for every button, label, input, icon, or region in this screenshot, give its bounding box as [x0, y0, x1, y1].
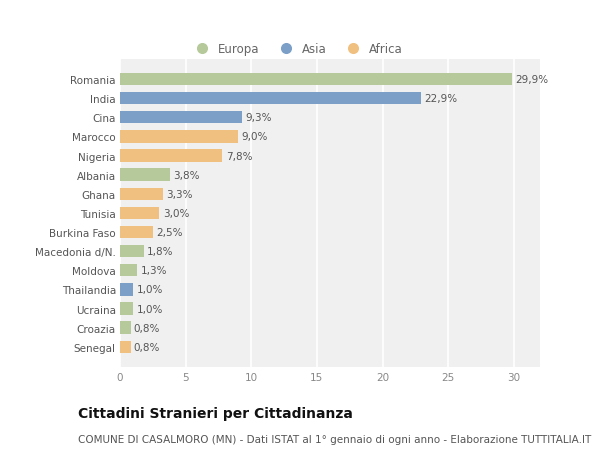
- Text: Cittadini Stranieri per Cittadinanza: Cittadini Stranieri per Cittadinanza: [78, 406, 353, 420]
- Bar: [120, 169, 170, 181]
- Bar: [120, 150, 223, 162]
- Text: 0,8%: 0,8%: [134, 323, 160, 333]
- Text: 7,8%: 7,8%: [226, 151, 252, 161]
- Text: 22,9%: 22,9%: [424, 94, 457, 104]
- Legend: Europa, Asia, Africa: Europa, Asia, Africa: [185, 38, 408, 60]
- Bar: [120, 302, 133, 315]
- Text: 1,0%: 1,0%: [136, 304, 163, 314]
- Text: 0,8%: 0,8%: [134, 342, 160, 352]
- Text: 3,8%: 3,8%: [173, 170, 200, 180]
- Text: 3,3%: 3,3%: [167, 190, 193, 199]
- Bar: [120, 93, 421, 105]
- Bar: [120, 73, 512, 86]
- Bar: [120, 112, 242, 124]
- Bar: [120, 188, 163, 201]
- Bar: [120, 246, 143, 258]
- Bar: [120, 131, 238, 143]
- Text: 9,3%: 9,3%: [245, 113, 272, 123]
- Bar: [120, 264, 137, 277]
- Bar: [120, 284, 133, 296]
- Text: 3,0%: 3,0%: [163, 208, 189, 218]
- Text: 1,0%: 1,0%: [136, 285, 163, 295]
- Text: 29,9%: 29,9%: [516, 75, 549, 85]
- Bar: [120, 226, 153, 239]
- Text: COMUNE DI CASALMORO (MN) - Dati ISTAT al 1° gennaio di ogni anno - Elaborazione : COMUNE DI CASALMORO (MN) - Dati ISTAT al…: [78, 434, 591, 444]
- Text: 9,0%: 9,0%: [241, 132, 268, 142]
- Text: 1,8%: 1,8%: [147, 246, 173, 257]
- Text: 1,3%: 1,3%: [140, 266, 167, 276]
- Bar: [120, 322, 131, 334]
- Bar: [120, 207, 160, 220]
- Text: 2,5%: 2,5%: [156, 228, 182, 237]
- Bar: [120, 341, 131, 353]
